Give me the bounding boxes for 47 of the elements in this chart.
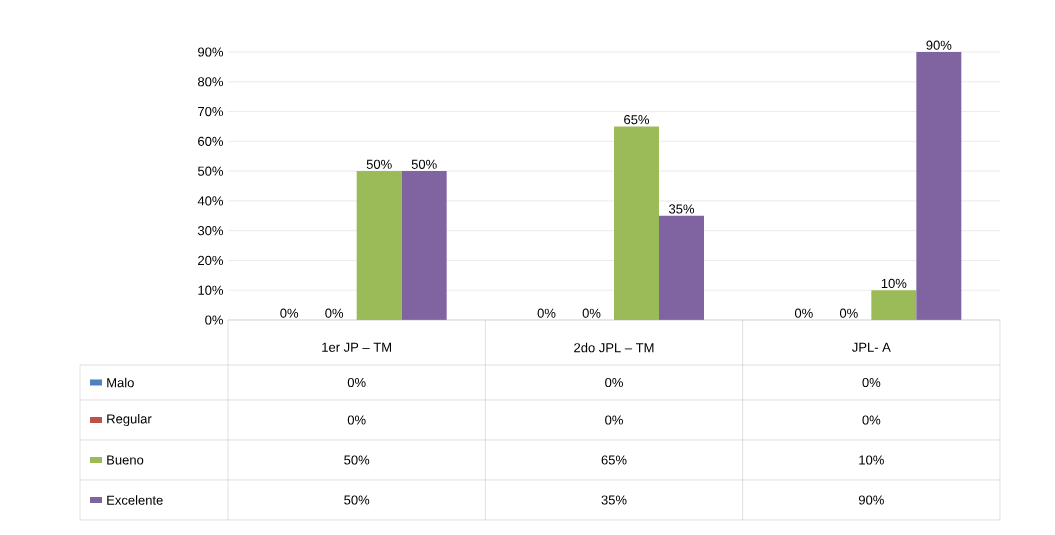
y-tick-label: 60% xyxy=(198,136,224,146)
y-tick-label: 70% xyxy=(198,106,224,117)
bar xyxy=(659,215,704,320)
legend-label: Bueno xyxy=(107,455,144,465)
x-tick-label: 1er JP – TM xyxy=(322,342,391,352)
text: 90% xyxy=(926,40,952,50)
y-tick-label: 90% xyxy=(198,47,224,57)
data-label: 0% xyxy=(862,377,881,388)
legend-label: Regular xyxy=(107,413,152,427)
bar xyxy=(614,126,659,320)
data-label: 0% xyxy=(605,377,623,388)
text: 0% xyxy=(537,308,556,318)
data-label: 50% xyxy=(344,495,370,505)
data-label: 0% xyxy=(862,415,881,425)
y-tick-label: 10% xyxy=(198,285,224,295)
y-tick-label: 50% xyxy=(197,166,224,176)
data-label: 0% xyxy=(605,415,623,425)
x-tick-label: JPL- A xyxy=(852,342,891,352)
data-label: 0% xyxy=(347,377,366,388)
text: 50% xyxy=(411,159,437,169)
data-label: 0% xyxy=(347,415,366,425)
y-tick-label: 30% xyxy=(197,226,224,236)
data-label: 10% xyxy=(859,455,884,465)
y-tick-label: 0% xyxy=(205,315,224,325)
x-tick-label: 2do JPL – TM xyxy=(574,342,654,353)
legend-label: Malo xyxy=(107,377,134,388)
text: 0% xyxy=(325,308,344,318)
text: 0% xyxy=(280,308,299,318)
bar xyxy=(356,171,402,320)
y-tick-label: 80% xyxy=(198,77,224,87)
bar xyxy=(916,51,962,320)
bar xyxy=(871,290,917,320)
data-label: 50% xyxy=(344,455,370,465)
legend-label: Excelente xyxy=(107,495,163,505)
data-label: 35% xyxy=(601,495,627,505)
text: 0% xyxy=(794,308,813,318)
text: 0% xyxy=(582,308,601,318)
text: 50% xyxy=(366,159,392,169)
bar xyxy=(401,171,447,320)
data-label: 65% xyxy=(601,455,627,465)
text: 0% xyxy=(839,308,858,318)
text: 65% xyxy=(624,115,650,125)
text: 35% xyxy=(668,204,695,214)
data-label: 90% xyxy=(858,495,884,505)
text: 10% xyxy=(881,278,907,289)
y-tick-label: 40% xyxy=(197,196,224,206)
y-tick-label: 20% xyxy=(198,255,224,266)
